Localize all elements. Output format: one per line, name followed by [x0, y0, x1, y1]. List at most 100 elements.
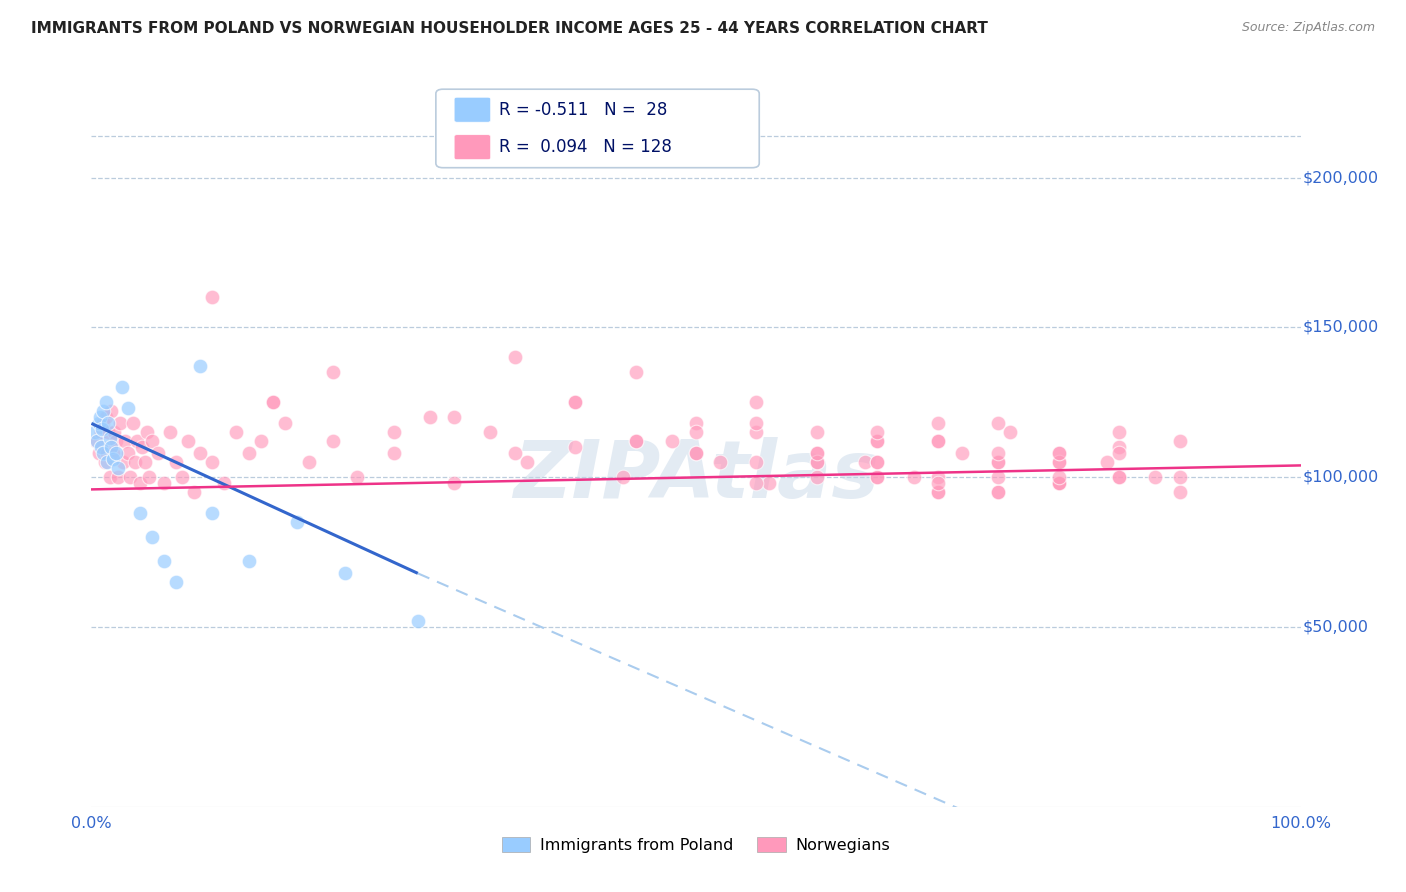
Point — [806, 446, 828, 460]
Point — [177, 434, 200, 449]
Point — [249, 434, 271, 449]
Point — [96, 446, 118, 460]
Point — [214, 476, 236, 491]
Point — [1095, 455, 1118, 469]
Point — [201, 507, 224, 521]
Point — [100, 404, 122, 418]
Point — [225, 425, 247, 440]
Point — [503, 446, 526, 460]
Point — [866, 455, 889, 469]
Point — [1047, 455, 1070, 469]
Point — [987, 485, 1010, 500]
Point — [84, 434, 107, 449]
Point — [987, 455, 1010, 469]
Point — [128, 507, 150, 521]
Point — [1047, 476, 1070, 491]
Point — [1168, 485, 1191, 500]
Text: $200,000: $200,000 — [1303, 170, 1379, 185]
Point — [238, 446, 260, 460]
Point — [165, 575, 187, 590]
Point — [93, 455, 115, 469]
Point — [806, 425, 828, 440]
Point — [1168, 434, 1191, 449]
Point — [141, 434, 163, 449]
Point — [93, 417, 115, 431]
Point — [685, 446, 707, 460]
Point — [90, 441, 112, 455]
Point — [101, 452, 124, 467]
Point — [86, 434, 108, 449]
Point — [927, 485, 949, 500]
Point — [322, 434, 344, 449]
Point — [97, 417, 120, 431]
Point — [685, 446, 707, 460]
Point — [117, 446, 139, 460]
Point — [853, 455, 876, 469]
Point — [1047, 470, 1070, 484]
Point — [127, 434, 149, 449]
Point — [624, 434, 647, 449]
Text: $150,000: $150,000 — [1303, 320, 1379, 335]
Point — [1047, 476, 1070, 491]
Point — [104, 446, 127, 460]
Point — [927, 434, 949, 449]
Point — [1047, 446, 1070, 460]
Point — [806, 455, 828, 469]
Text: ZIPAtlas: ZIPAtlas — [513, 437, 879, 515]
Point — [124, 455, 146, 469]
Point — [121, 417, 143, 431]
Point — [120, 470, 142, 484]
Point — [903, 470, 925, 484]
Point — [146, 446, 169, 460]
Point — [1168, 470, 1191, 484]
Point — [188, 359, 211, 374]
Point — [624, 434, 647, 449]
Point — [111, 455, 134, 469]
Point — [346, 470, 368, 484]
Point — [101, 441, 124, 455]
Point — [153, 554, 176, 568]
Point — [188, 446, 211, 460]
Point — [110, 417, 132, 431]
Point — [950, 446, 973, 460]
Point — [1000, 425, 1022, 440]
Point — [1144, 470, 1167, 484]
Point — [94, 410, 117, 425]
Y-axis label: Householder Income Ages 25 - 44 years: Householder Income Ages 25 - 44 years — [0, 309, 7, 601]
Point — [866, 455, 889, 469]
Point — [298, 455, 321, 469]
Point — [1108, 470, 1130, 484]
Point — [745, 476, 768, 491]
Point — [98, 470, 121, 484]
Point — [987, 485, 1010, 500]
Point — [96, 455, 118, 469]
Point — [93, 404, 115, 418]
Point — [183, 485, 205, 500]
Point — [927, 434, 949, 449]
Point — [927, 470, 949, 484]
Point — [806, 470, 828, 484]
Point — [141, 530, 163, 544]
Point — [103, 425, 125, 440]
Point — [745, 417, 768, 431]
Point — [806, 446, 828, 460]
Legend: Immigrants from Poland, Norwegians: Immigrants from Poland, Norwegians — [495, 830, 897, 859]
Point — [479, 425, 502, 440]
Point — [685, 425, 707, 440]
Point — [84, 425, 107, 440]
Point — [335, 566, 357, 581]
Point — [709, 455, 731, 469]
Point — [262, 395, 284, 409]
Point — [564, 395, 586, 409]
Point — [382, 425, 405, 440]
Point — [201, 291, 224, 305]
Point — [90, 425, 112, 440]
Point — [1047, 455, 1070, 469]
Text: $100,000: $100,000 — [1303, 470, 1379, 485]
Point — [564, 395, 586, 409]
Point — [128, 476, 150, 491]
Point — [624, 366, 647, 380]
Point — [866, 425, 889, 440]
Point — [136, 425, 159, 440]
Point — [564, 441, 586, 455]
